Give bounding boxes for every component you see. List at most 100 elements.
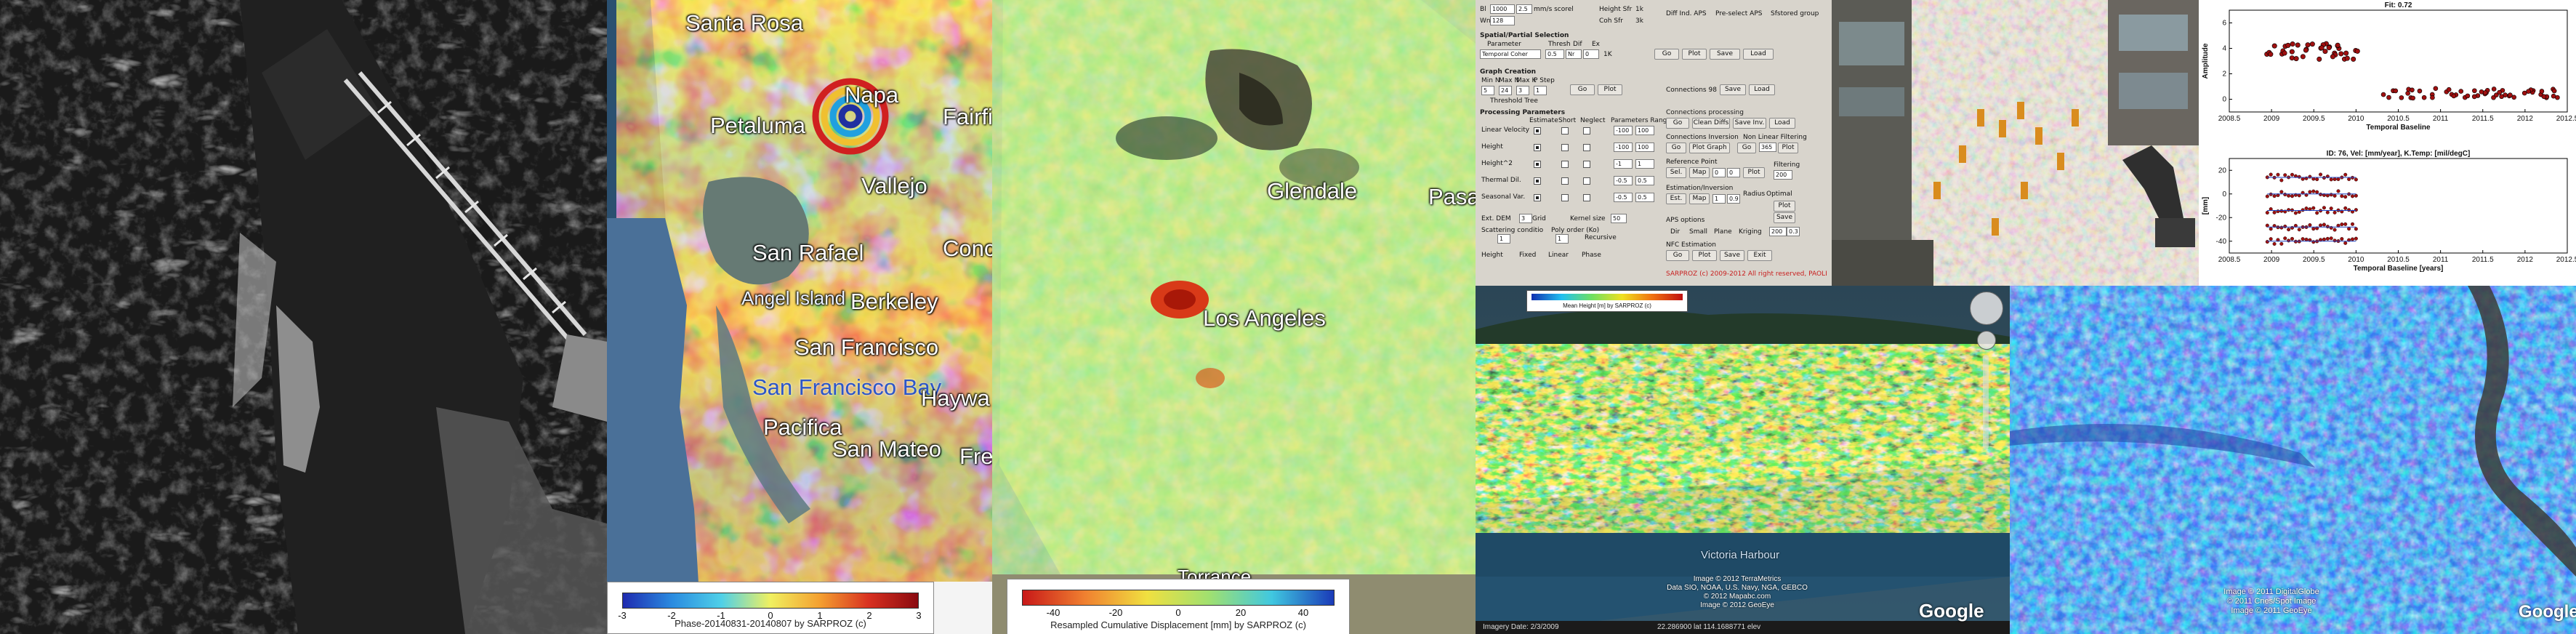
param-checkbox[interactable] <box>1561 127 1569 135</box>
dem-grid-input[interactable]: 3 <box>1519 214 1532 223</box>
zoom-slider[interactable] <box>1983 355 1989 449</box>
kernel-input[interactable]: 50 <box>1611 214 1627 223</box>
bl-input[interactable]: 1000 <box>1490 4 1515 14</box>
aps-radio-kriging[interactable]: Kriging <box>1739 228 1762 236</box>
p-step-input[interactable]: 1 <box>1534 86 1547 95</box>
nlf-go-button[interactable]: Go <box>1737 143 1756 153</box>
sarproz-gui-window: Bl 1000 2.5 mm/s scorel Height Sfr 1k Di… <box>1476 0 1832 286</box>
spatio-plot-button[interactable]: Plot <box>1682 49 1707 60</box>
radio-fixed[interactable]: Fixed <box>1519 252 1537 259</box>
range-input[interactable]: 0.5 <box>1635 176 1654 185</box>
ref-sel-button[interactable]: Sel. <box>1666 167 1686 178</box>
param-checkbox[interactable] <box>1534 194 1541 201</box>
radio-linear[interactable]: Linear <box>1548 252 1569 259</box>
filter-input[interactable]: 200 <box>1774 170 1792 180</box>
param-checkbox[interactable] <box>1534 161 1541 168</box>
param-checkbox[interactable] <box>1583 161 1590 168</box>
range-input[interactable]: -0.5 <box>1614 193 1633 202</box>
copyright-line: © 2012 Mapabc.com <box>1703 593 1771 601</box>
radio-phase[interactable]: Phase <box>1582 252 1601 259</box>
conn-load-button[interactable]: Load <box>1769 118 1795 129</box>
min-n-input[interactable]: 5 <box>1481 86 1494 95</box>
parameter-select[interactable]: Temporal Coher <box>1480 49 1541 59</box>
ref-y-input[interactable]: 0 <box>1727 168 1740 177</box>
gui-label: Neglect <box>1580 117 1606 124</box>
ref-map-button[interactable]: Map <box>1689 167 1710 178</box>
range-input[interactable]: 0.5 <box>1635 193 1654 202</box>
gui-checkbox-label[interactable]: Sfstored group <box>1771 10 1819 17</box>
aps-radio-small[interactable]: Small <box>1689 228 1707 236</box>
est-input-b[interactable]: 0.9 <box>1727 194 1740 204</box>
city-label: Pacifica <box>763 414 842 440</box>
nfc-plot-button[interactable]: Plot <box>1692 250 1717 261</box>
ex-input[interactable]: 0 <box>1583 49 1599 59</box>
est-button[interactable]: Est. <box>1666 193 1686 204</box>
move-control[interactable] <box>1977 331 1996 350</box>
scale-input[interactable]: 2.5 <box>1516 4 1532 14</box>
inv-go-button[interactable]: Go <box>1666 143 1686 153</box>
range-input[interactable]: -1 <box>1614 159 1633 169</box>
spatio-go-button[interactable]: Go <box>1654 49 1679 60</box>
param-checkbox[interactable] <box>1534 144 1541 151</box>
aps-radio-dir[interactable]: Dir <box>1670 228 1681 236</box>
conn-go-button[interactable]: Go <box>1666 118 1689 129</box>
graph-plot-button[interactable]: Plot <box>1598 84 1622 95</box>
param-checkbox[interactable] <box>1583 194 1590 201</box>
param-checkbox[interactable] <box>1561 161 1569 168</box>
plot-graph-button[interactable]: Plot Graph <box>1689 143 1730 153</box>
threshold-checkbox-label[interactable]: Threshold Tree <box>1490 97 1538 105</box>
nfc-go-button[interactable]: Go <box>1666 250 1689 261</box>
range-input[interactable]: -0.5 <box>1614 176 1633 185</box>
wn-input[interactable]: 128 <box>1490 16 1515 25</box>
spatio-save-button[interactable]: Save <box>1710 49 1740 60</box>
recursive-checkbox-label[interactable]: Recursive <box>1585 234 1617 241</box>
est-plot-button[interactable]: Plot <box>1774 201 1795 212</box>
nlf-plot-button[interactable]: Plot <box>1778 143 1798 153</box>
kriging-input[interactable]: 0.3 <box>1787 227 1800 236</box>
aps-input[interactable]: 200 <box>1769 227 1787 236</box>
ref-plot-button[interactable]: Plot <box>1743 167 1765 178</box>
range-input[interactable]: 1 <box>1635 159 1654 169</box>
save-inv-button[interactable]: Save Inv. <box>1733 118 1766 129</box>
dif-input[interactable]: Nr <box>1566 49 1582 59</box>
est-input-a[interactable]: 1 <box>1712 194 1726 204</box>
graph-go-button[interactable]: Go <box>1570 84 1595 95</box>
connections-load-button[interactable]: Load <box>1749 84 1775 95</box>
param-checkbox[interactable] <box>1534 177 1541 185</box>
est-save-button[interactable]: Save <box>1774 212 1795 223</box>
connections-save-button[interactable]: Save <box>1720 84 1746 95</box>
nfc-save-button[interactable]: Save <box>1720 250 1744 261</box>
est-map-button[interactable]: Map <box>1689 193 1710 204</box>
clean-diffs-button[interactable]: Clean Diffs <box>1692 118 1730 129</box>
range-input[interactable]: -100 <box>1614 126 1633 135</box>
spatio-load-button[interactable]: Load <box>1743 49 1774 60</box>
max-n-input[interactable]: 24 <box>1499 86 1512 95</box>
gui-checkbox-label[interactable]: Diff Ind. APS <box>1666 10 1707 17</box>
exit-button[interactable]: Exit <box>1747 250 1772 261</box>
thresh-input[interactable]: 0.5 <box>1545 49 1564 59</box>
gui-label: Coh Sfr <box>1599 17 1623 25</box>
param-checkbox[interactable] <box>1534 127 1541 135</box>
param-checkbox[interactable] <box>1583 127 1590 135</box>
harbour-label: Victoria Harbour <box>1701 549 1780 561</box>
range-input[interactable]: -100 <box>1614 143 1633 152</box>
range-input[interactable]: 100 <box>1635 143 1654 152</box>
nlf-input[interactable]: 365 <box>1759 143 1776 152</box>
data-point <box>2311 206 2316 210</box>
max-k-input[interactable]: 3 <box>1516 86 1529 95</box>
range-input[interactable]: 100 <box>1635 126 1654 135</box>
polyorder-input[interactable]: 1 <box>1555 234 1569 244</box>
gui-checkbox-label[interactable]: Pre-select APS <box>1715 10 1763 17</box>
data-point <box>2336 189 2340 193</box>
y-axis-label: [mm] <box>2202 197 2210 214</box>
scatter-input[interactable]: 1 <box>1497 234 1510 244</box>
param-checkbox[interactable] <box>1583 177 1590 185</box>
aps-radio-plane[interactable]: Plane <box>1714 228 1732 236</box>
param-checkbox[interactable] <box>1561 194 1569 201</box>
ref-x-input[interactable]: 0 <box>1712 168 1726 177</box>
param-checkbox[interactable] <box>1583 144 1590 151</box>
param-checkbox[interactable] <box>1561 144 1569 151</box>
look-control[interactable] <box>1970 292 2003 325</box>
height-colorbar: Mean Height [m] by SARPROZ (c) <box>1526 290 1688 312</box>
param-checkbox[interactable] <box>1561 177 1569 185</box>
